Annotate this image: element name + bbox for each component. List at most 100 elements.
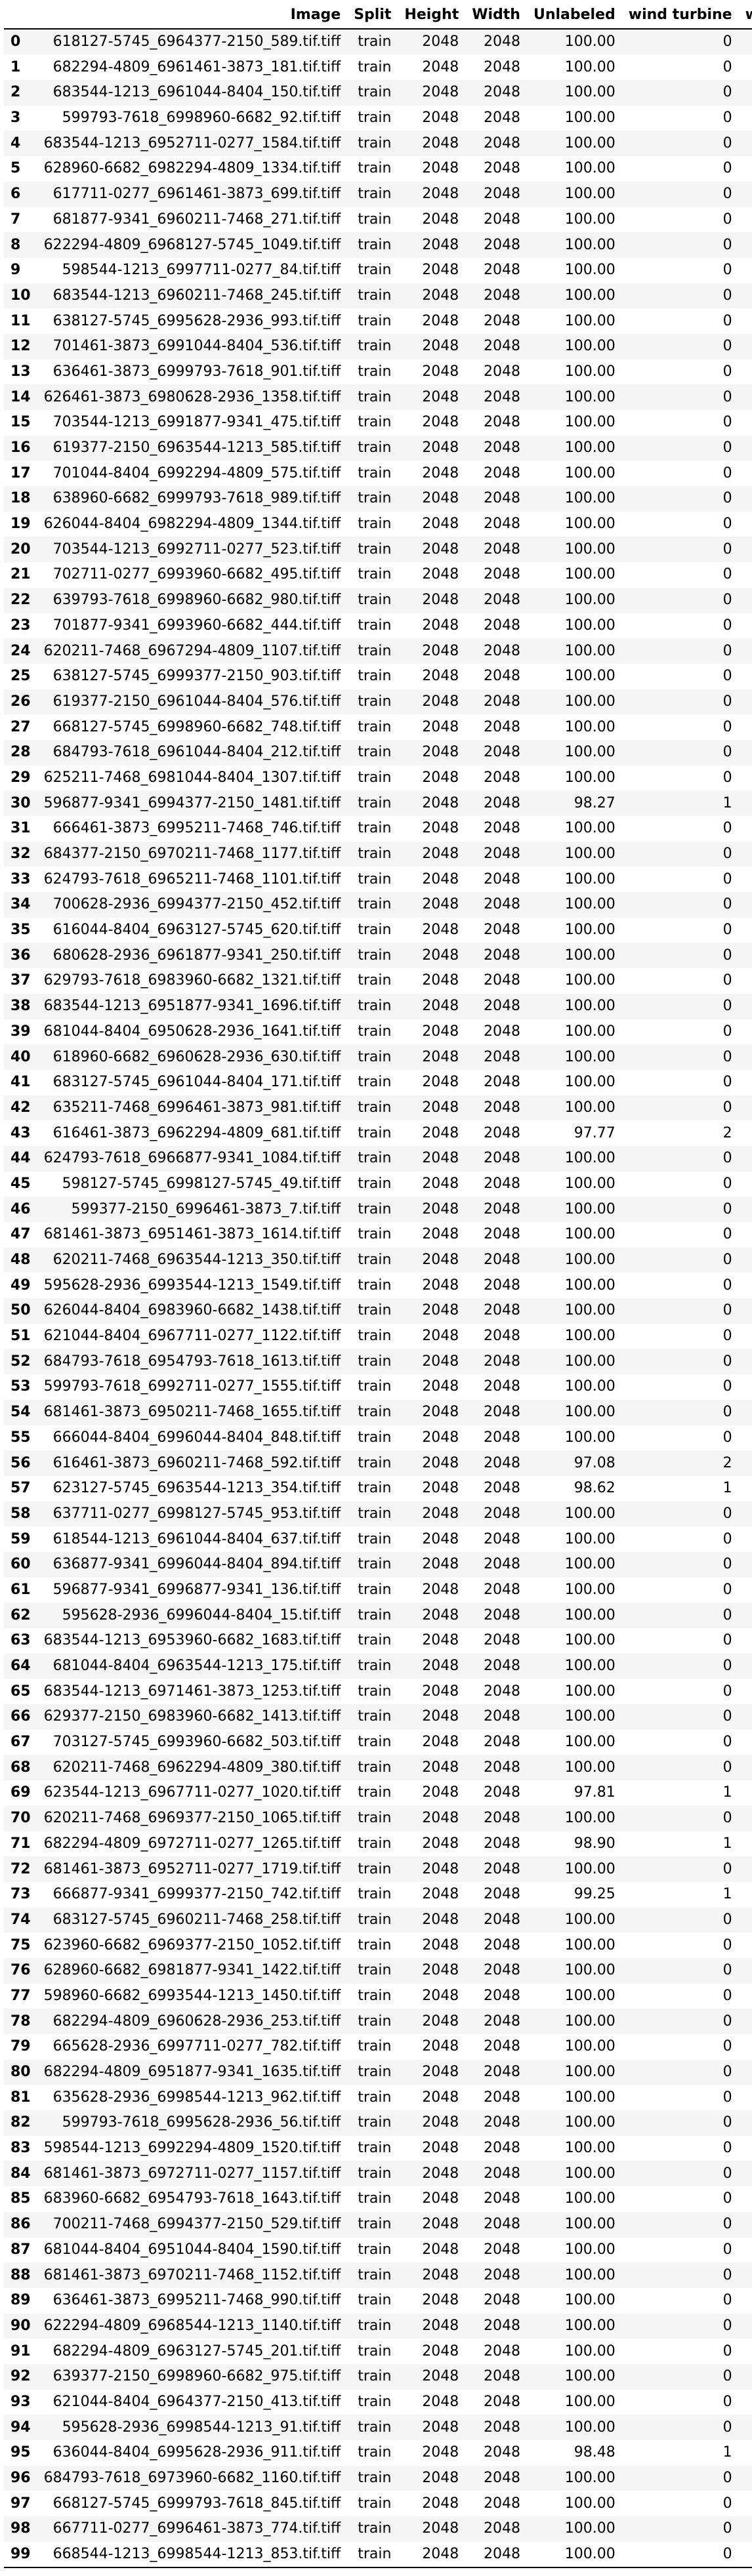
table-row: 59 618544-1213_6961044-8404_637.tif.tiff t…: [4, 1526, 752, 1552]
cell-height: 2048: [398, 1044, 466, 1070]
cell-height: 2048: [422, 2190, 459, 2207]
row-index: 7: [10, 211, 21, 228]
cell-height: 2048: [422, 516, 459, 533]
cell-wind-turbine-percent: 2.92: [738, 1450, 752, 1476]
table-row: 17 701044-8404_6992294-4809_575.tif.tiff t…: [4, 460, 752, 486]
cell-wind-turbine-percent: 2.23: [739, 1120, 752, 1146]
cell-wind-turbine-percent: 0.00: [738, 1196, 752, 1222]
cell-split: train: [358, 1175, 392, 1192]
cell-image: 596877-9341_6994377-2150_1481.tif.tiff: [37, 790, 348, 816]
row-index: 14: [4, 384, 37, 410]
cell-width: 2048: [465, 2009, 527, 2034]
table-row: 37 629793-7618_6983960-6682_1321.tif.tiff…: [4, 968, 752, 994]
cell-height: 2048: [398, 2541, 466, 2569]
row-index: 68: [4, 1755, 37, 1781]
table-row: 58 637711-0277_6998127-5745_953.tif.tiff t…: [4, 1501, 752, 1527]
cell-width: 2048: [483, 414, 520, 431]
cell-image: 624793-7618_6966877-9341_1084.tif.tiff: [37, 1145, 348, 1172]
cell-unlabeled: 100.00: [526, 1095, 622, 1121]
column-header-width: Width: [465, 3, 527, 30]
table-row: 56 616461-3873_6960211-7468_592.tif.tiff t…: [4, 1450, 752, 1476]
cell-height: 2048: [422, 1581, 459, 1598]
cell-height: 2048: [422, 870, 459, 888]
cell-image: 599793-7618_6998960-6682_92.tif.tiff: [62, 110, 341, 127]
row-index: 0: [4, 28, 37, 55]
cell-height: 2048: [398, 2211, 466, 2238]
cell-width: 2048: [483, 1683, 520, 1700]
cell-split: train: [358, 1124, 392, 1141]
cell-wind-turbine-percent: 0.00: [738, 587, 752, 613]
cell-wind-turbine-count: 0: [621, 1551, 739, 1578]
table-row: 60 636877-9341_6996044-8404_894.tif.tiff t…: [4, 1551, 752, 1578]
table-row: 44 624793-7618_6966877-9341_1084.tif.tiff…: [4, 1145, 752, 1172]
row-index: 92: [4, 2363, 37, 2390]
cell-wind-turbine-percent: 0.00: [738, 993, 752, 1019]
cell-wind-turbine-percent: 0.00: [739, 1324, 752, 1349]
cell-width: 2048: [465, 1247, 527, 1273]
cell-unlabeled: 100.00: [526, 28, 622, 55]
cell-image: 623544-1213_6967711-0277_1020.tif.tiff: [43, 1784, 341, 1801]
cell-width: 2048: [483, 1987, 520, 2004]
cell-width: 2048: [483, 2444, 520, 2461]
cell-wind-turbine-count: 0: [722, 1734, 732, 1751]
row-index: 87: [10, 2241, 31, 2258]
cell-wind-turbine-count: 0: [621, 181, 739, 207]
cell-image: 639793-7618_6998960-6682_980.tif.tiff: [37, 587, 348, 613]
cell-image: 684793-7618_6954793-7618_1613.tif.tiff: [37, 1349, 348, 1375]
cell-width: 2048: [465, 1298, 527, 1324]
cell-height: 2048: [422, 2292, 459, 2309]
cell-height: 2048: [422, 1734, 459, 1751]
cell-wind-turbine-percent: 0.00: [738, 1653, 752, 1679]
cell-unlabeled: 100.00: [564, 2140, 616, 2157]
cell-wind-turbine-count: 0: [722, 1530, 732, 1547]
cell-wind-turbine-count: 0: [621, 1349, 739, 1375]
row-index: 91: [10, 2342, 31, 2360]
cell-image: 682294-4809_6960628-2936_253.tif.tiff: [37, 2009, 348, 2034]
cell-wind-turbine-percent: 0.00: [739, 54, 752, 80]
table-row: 61 596877-9341_6996877-9341_136.tif.tiff t…: [4, 1578, 752, 1603]
cell-wind-turbine-count: 1: [722, 1784, 732, 1801]
cell-wind-turbine-count: 0: [621, 2313, 739, 2339]
cell-wind-turbine-count: 1: [722, 1886, 732, 1903]
cell-wind-turbine-count: 0: [722, 1936, 732, 1953]
cell-unlabeled: 97.81: [574, 1784, 616, 1801]
cell-unlabeled: 100.00: [526, 739, 622, 766]
cell-height: 2048: [398, 1298, 466, 1324]
column-header-image: Image: [37, 3, 348, 30]
cell-wind-turbine-percent: 0.00: [738, 1145, 752, 1172]
cell-image: 624793-7618_6965211-7468_1101.tif.tiff: [43, 870, 341, 888]
cell-wind-turbine-count: 0: [621, 2541, 739, 2569]
cell-wind-turbine-count: 0: [621, 1399, 739, 1425]
table-row: 25 638127-5745_6999377-2150_903.tif.tiff t…: [4, 664, 752, 689]
cell-wind-turbine-count: 0: [621, 841, 739, 867]
table-row: 22 639793-7618_6998960-6682_980.tif.tiff t…: [4, 587, 752, 613]
cell-width: 2048: [465, 1957, 527, 1984]
cell-height: 2048: [422, 1023, 459, 1040]
cell-width: 2048: [465, 131, 527, 157]
cell-height: 2048: [398, 638, 466, 664]
cell-image: 681461-3873_6952711-0277_1719.tif.tiff: [37, 1856, 348, 1882]
cell-unlabeled: 100.00: [564, 2038, 616, 2055]
row-index: 46: [4, 1196, 37, 1222]
cell-wind-turbine-count: 0: [722, 820, 732, 837]
row-index: 77: [10, 1987, 31, 2004]
cell-width: 2048: [465, 1196, 527, 1222]
cell-unlabeled: 100.00: [564, 160, 616, 177]
cell-unlabeled: 98.90: [574, 1835, 616, 1852]
cell-unlabeled: 100.00: [526, 2059, 622, 2085]
cell-height: 2048: [398, 1196, 466, 1222]
cell-split: train: [347, 1907, 398, 1933]
cell-wind-turbine-count: 0: [621, 80, 739, 106]
table-row: 53 599793-7618_6992711-0277_1555.tif.tiff…: [4, 1374, 752, 1400]
cell-image: 701877-9341_6993960-6682_444.tif.tiff: [52, 617, 341, 634]
cell-height: 2048: [422, 972, 459, 989]
cell-wind-turbine-percent: 0.00: [738, 1957, 752, 1984]
cell-image: 595628-2936_6996044-8404_15.tif.tiff: [37, 1603, 348, 1628]
cell-height: 2048: [398, 1501, 466, 1527]
cell-split: train: [347, 2110, 398, 2136]
cell-width: 2048: [483, 668, 520, 685]
row-index: 42: [4, 1095, 37, 1121]
cell-wind-turbine-percent: 0.00: [739, 1578, 752, 1603]
cell-unlabeled: 100.00: [564, 2393, 616, 2410]
